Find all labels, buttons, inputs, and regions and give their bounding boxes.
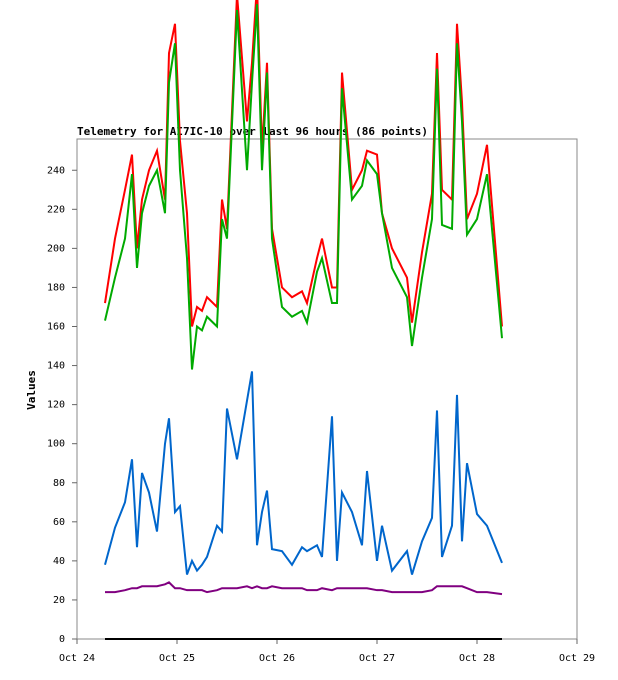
series-line (105, 581, 503, 596)
chart-title: Telemetry for AI7IC-10 over last 96 hour… (77, 125, 428, 138)
x-tick-label: Oct 25 (159, 653, 195, 664)
plot-frame (76, 138, 578, 640)
x-tick-label: Oct 29 (559, 653, 595, 664)
series-line (104, 0, 503, 327)
series-line (104, 4, 503, 370)
y-tick-label: 200 (47, 243, 65, 254)
y-tick-label: 120 (47, 400, 65, 411)
y-tick-label: 100 (47, 439, 65, 450)
y-tick-label: 160 (47, 322, 65, 333)
series-line (104, 371, 503, 575)
y-tick-label: 0 (59, 634, 65, 645)
y-tick-label: 40 (53, 556, 65, 567)
y-tick-label: 180 (47, 282, 65, 293)
x-tick-label: Oct 24 (59, 653, 95, 664)
y-tick-label: 60 (53, 517, 65, 528)
y-tick-label: 20 (53, 595, 65, 606)
x-tick-label: Oct 28 (459, 653, 495, 664)
x-tick-label: Oct 26 (259, 653, 295, 664)
y-tick-label: 140 (47, 361, 65, 372)
y-tick-label: 220 (47, 204, 65, 215)
x-tick-label: Oct 27 (359, 653, 395, 664)
y-axis-label: Values (25, 370, 38, 410)
y-tick-label: 80 (53, 478, 65, 489)
y-tick-label: 240 (47, 165, 65, 176)
